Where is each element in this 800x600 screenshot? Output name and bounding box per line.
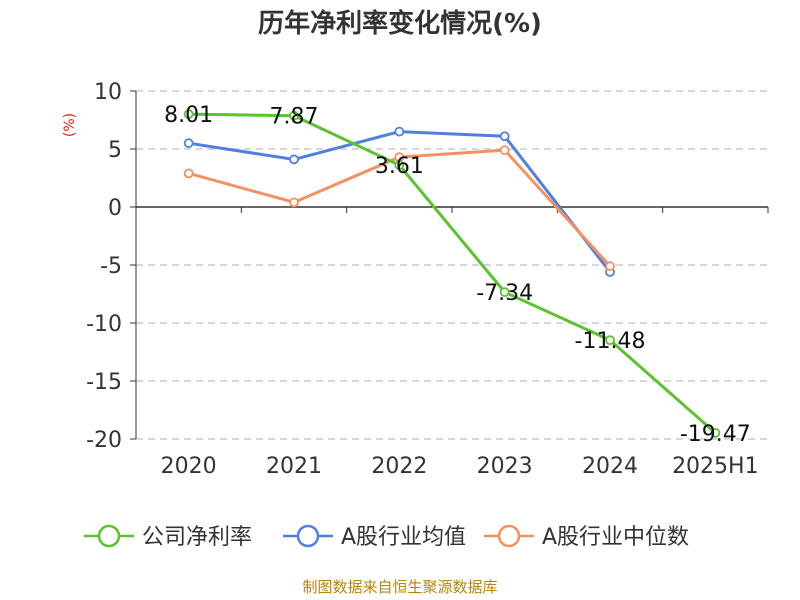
data-point <box>605 335 615 346</box>
x-tick-label: 2023 <box>477 454 533 479</box>
data-point <box>710 427 721 438</box>
y-tick-label: -5 <box>100 254 122 279</box>
data-point <box>394 160 405 171</box>
legend-label: 公司净利率 <box>142 525 252 550</box>
y-tick-label: -15 <box>86 370 122 395</box>
data-point <box>289 110 299 121</box>
legend: 公司净利率 A股行业均值 A股行业中位数 <box>84 524 689 550</box>
x-tick-label: 2025H1 <box>672 454 759 479</box>
x-tick-label: 2024 <box>582 454 638 479</box>
x-tick-label: 2022 <box>371 454 427 479</box>
y-tick-label: -10 <box>86 312 122 337</box>
data-label: -7.34 <box>476 281 533 306</box>
data-point <box>499 287 510 298</box>
data-point <box>499 145 510 156</box>
x-tick-label: 2020 <box>161 454 217 479</box>
data-label: -11.48 <box>575 329 646 354</box>
grid-lines <box>136 90 768 440</box>
y-tick-label: 10 <box>94 80 122 105</box>
legend-label: A股行业中位数 <box>542 525 689 550</box>
data-label: 3.61 <box>375 154 424 179</box>
data-label: 7.87 <box>270 105 319 130</box>
chart-title: 历年净利率变化情况(%) <box>258 8 542 39</box>
data-point <box>499 131 510 142</box>
legend-marker <box>296 524 320 548</box>
y-tick-label: 5 <box>108 138 122 163</box>
legend-marker <box>497 524 521 548</box>
y-tick-label: 0 <box>108 196 122 221</box>
y-tick-label: -20 <box>86 428 122 453</box>
data-point <box>183 138 194 149</box>
data-labels: 8.01 7.87 3.61 -7.34 -11.48 -19.47 <box>164 103 751 447</box>
data-point <box>183 168 194 179</box>
legend-label: A股行业均值 <box>341 525 466 550</box>
y-axis-unit: (%) <box>62 113 78 137</box>
data-point <box>289 197 299 208</box>
data-label: -19.47 <box>680 422 751 447</box>
source-note: 制图数据来自恒生聚源数据库 <box>302 578 497 596</box>
x-tick-label: 2021 <box>266 454 322 479</box>
data-point <box>183 109 194 119</box>
axes: 10 5 0 -5 -10 -15 -20 2020 2021 2022 2023 2024 2025H… <box>86 80 769 479</box>
series-lines <box>183 109 721 438</box>
data-label: 8.01 <box>164 103 213 128</box>
data-point <box>394 126 405 137</box>
data-point <box>289 154 299 165</box>
data-point <box>605 261 615 272</box>
series-line <box>188 112 717 434</box>
legend-marker <box>97 524 121 548</box>
